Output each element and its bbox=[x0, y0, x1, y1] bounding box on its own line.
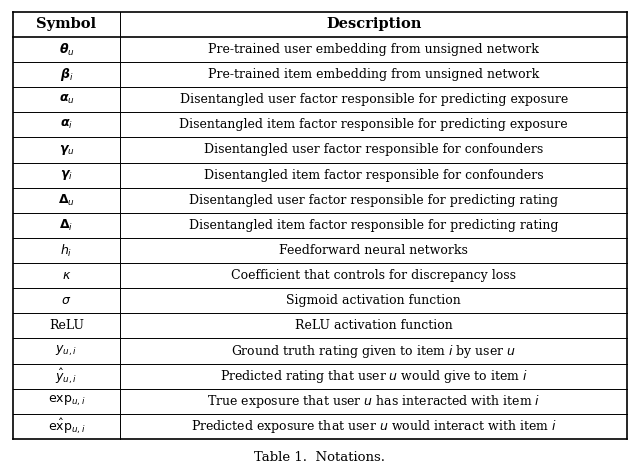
Text: $\kappa$: $\kappa$ bbox=[62, 269, 71, 282]
Text: Pre-trained user embedding from unsigned network: Pre-trained user embedding from unsigned… bbox=[209, 43, 539, 56]
Text: $\sigma$: $\sigma$ bbox=[61, 294, 72, 307]
Text: Disentangled item factor responsible for confounders: Disentangled item factor responsible for… bbox=[204, 169, 543, 182]
Text: $y_{u,i}$: $y_{u,i}$ bbox=[56, 344, 77, 358]
Text: Disentangled user factor responsible for predicting exposure: Disentangled user factor responsible for… bbox=[180, 93, 568, 106]
Text: $\boldsymbol{\gamma}_u$: $\boldsymbol{\gamma}_u$ bbox=[59, 143, 74, 157]
Text: Predicted rating that user $u$ would give to item $i$: Predicted rating that user $u$ would giv… bbox=[220, 368, 527, 385]
Text: $\mathrm{exp}_{u,i}$: $\mathrm{exp}_{u,i}$ bbox=[48, 394, 85, 408]
Text: Sigmoid activation function: Sigmoid activation function bbox=[286, 294, 461, 307]
Text: Predicted exposure that user $u$ would interact with item $i$: Predicted exposure that user $u$ would i… bbox=[191, 418, 557, 435]
Text: Pre-trained item embedding from unsigned network: Pre-trained item embedding from unsigned… bbox=[208, 68, 540, 81]
Text: Table 1.  Notations.: Table 1. Notations. bbox=[255, 451, 385, 464]
Text: $\boldsymbol{\Delta}_u$: $\boldsymbol{\Delta}_u$ bbox=[58, 193, 75, 208]
Text: Disentangled user factor responsible for confounders: Disentangled user factor responsible for… bbox=[204, 143, 543, 157]
Text: Disentangled item factor responsible for predicting exposure: Disentangled item factor responsible for… bbox=[179, 118, 568, 131]
Text: $h_i$: $h_i$ bbox=[60, 243, 73, 259]
Text: $\boldsymbol{\beta}_i$: $\boldsymbol{\beta}_i$ bbox=[60, 66, 74, 83]
Text: $\boldsymbol{\gamma}_i$: $\boldsymbol{\gamma}_i$ bbox=[60, 168, 73, 182]
Text: $\mathrm{e\hat{x}p}_{u,i}$: $\mathrm{e\hat{x}p}_{u,i}$ bbox=[48, 417, 85, 436]
Text: $\boldsymbol{\theta}_u$: $\boldsymbol{\theta}_u$ bbox=[59, 42, 74, 58]
Text: Ground truth rating given to item $i$ by user $u$: Ground truth rating given to item $i$ by… bbox=[231, 343, 516, 360]
Text: Feedforward neural networks: Feedforward neural networks bbox=[279, 244, 468, 257]
Text: Disentangled user factor responsible for predicting rating: Disentangled user factor responsible for… bbox=[189, 194, 558, 207]
Text: Symbol: Symbol bbox=[36, 17, 97, 31]
Text: $\boldsymbol{\Delta}_i$: $\boldsymbol{\Delta}_i$ bbox=[60, 218, 74, 233]
Text: $\boldsymbol{\alpha}_i$: $\boldsymbol{\alpha}_i$ bbox=[60, 118, 73, 131]
Text: True exposure that user $u$ has interacted with item $i$: True exposure that user $u$ has interact… bbox=[207, 393, 540, 410]
Text: ReLU activation function: ReLU activation function bbox=[295, 320, 452, 332]
Text: Coefficient that controls for discrepancy loss: Coefficient that controls for discrepanc… bbox=[231, 269, 516, 282]
Text: Disentangled item factor responsible for predicting rating: Disentangled item factor responsible for… bbox=[189, 219, 559, 232]
Text: ReLU: ReLU bbox=[49, 320, 84, 332]
Text: Description: Description bbox=[326, 17, 422, 31]
Text: $\hat{y}_{u,i}$: $\hat{y}_{u,i}$ bbox=[56, 367, 77, 386]
Text: $\boldsymbol{\alpha}_u$: $\boldsymbol{\alpha}_u$ bbox=[59, 93, 74, 106]
